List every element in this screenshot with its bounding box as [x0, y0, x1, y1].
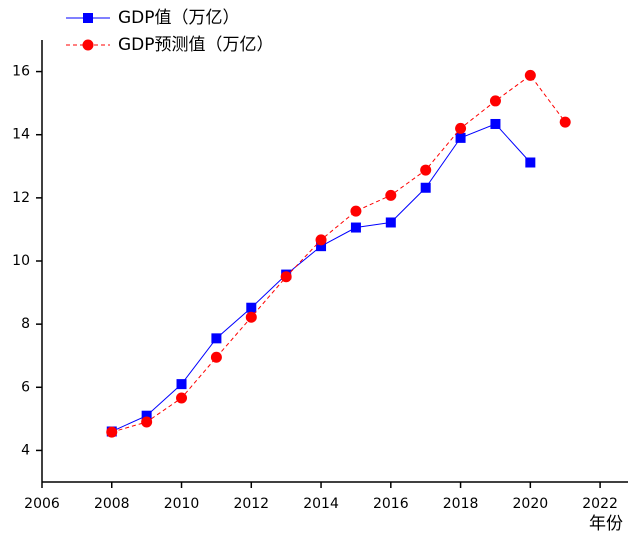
y-tick-label: 14: [12, 127, 30, 143]
data-point: [489, 95, 501, 107]
data-point: [211, 333, 222, 344]
data-point: [316, 241, 327, 252]
data-point: [350, 205, 362, 217]
y-tick-label: 10: [12, 253, 30, 269]
x-tick-label: 2018: [443, 496, 479, 512]
y-tick-label: 12: [12, 190, 30, 206]
data-point: [455, 122, 467, 134]
x-tick-label: 2014: [303, 496, 339, 512]
data-point: [106, 426, 118, 438]
data-point: [350, 222, 361, 233]
series-line: [111, 123, 531, 432]
x-tick-label: 2008: [94, 496, 130, 512]
x-tick-label: 2022: [582, 496, 618, 512]
x-tick-label: 2020: [513, 496, 549, 512]
data-point: [315, 234, 327, 246]
data-point: [385, 217, 396, 228]
data-point: [246, 302, 257, 313]
data-point: [245, 311, 257, 323]
data-point: [385, 189, 397, 201]
x-tick-label: 2016: [373, 496, 409, 512]
x-tick-label: 2012: [233, 496, 269, 512]
data-point: [524, 69, 536, 81]
data-point: [141, 410, 152, 421]
y-tick-label: 6: [21, 379, 30, 395]
y-tick-label: 8: [21, 316, 30, 332]
data-point: [176, 379, 187, 390]
data-point: [490, 118, 501, 129]
series-line: [111, 74, 566, 433]
legend-label: GDP预测值（万亿）: [118, 35, 274, 55]
data-point: [176, 392, 188, 404]
data-point: [455, 132, 466, 143]
data-point: [141, 416, 153, 428]
y-tick-label: 4: [21, 442, 30, 458]
data-point: [559, 116, 571, 128]
legend-label: GDP值（万亿）: [118, 8, 240, 28]
legend-marker: [83, 13, 93, 23]
y-tick-label: 16: [12, 64, 30, 80]
x-tick-label: 2006: [24, 496, 60, 512]
data-point: [210, 351, 222, 363]
data-point: [420, 182, 431, 193]
data-point: [420, 164, 432, 176]
data-point: [525, 157, 536, 168]
data-point: [280, 271, 292, 283]
legend-marker: [82, 39, 94, 51]
x-axis-label: 年份: [589, 514, 623, 534]
x-tick-label: 2010: [164, 496, 200, 512]
